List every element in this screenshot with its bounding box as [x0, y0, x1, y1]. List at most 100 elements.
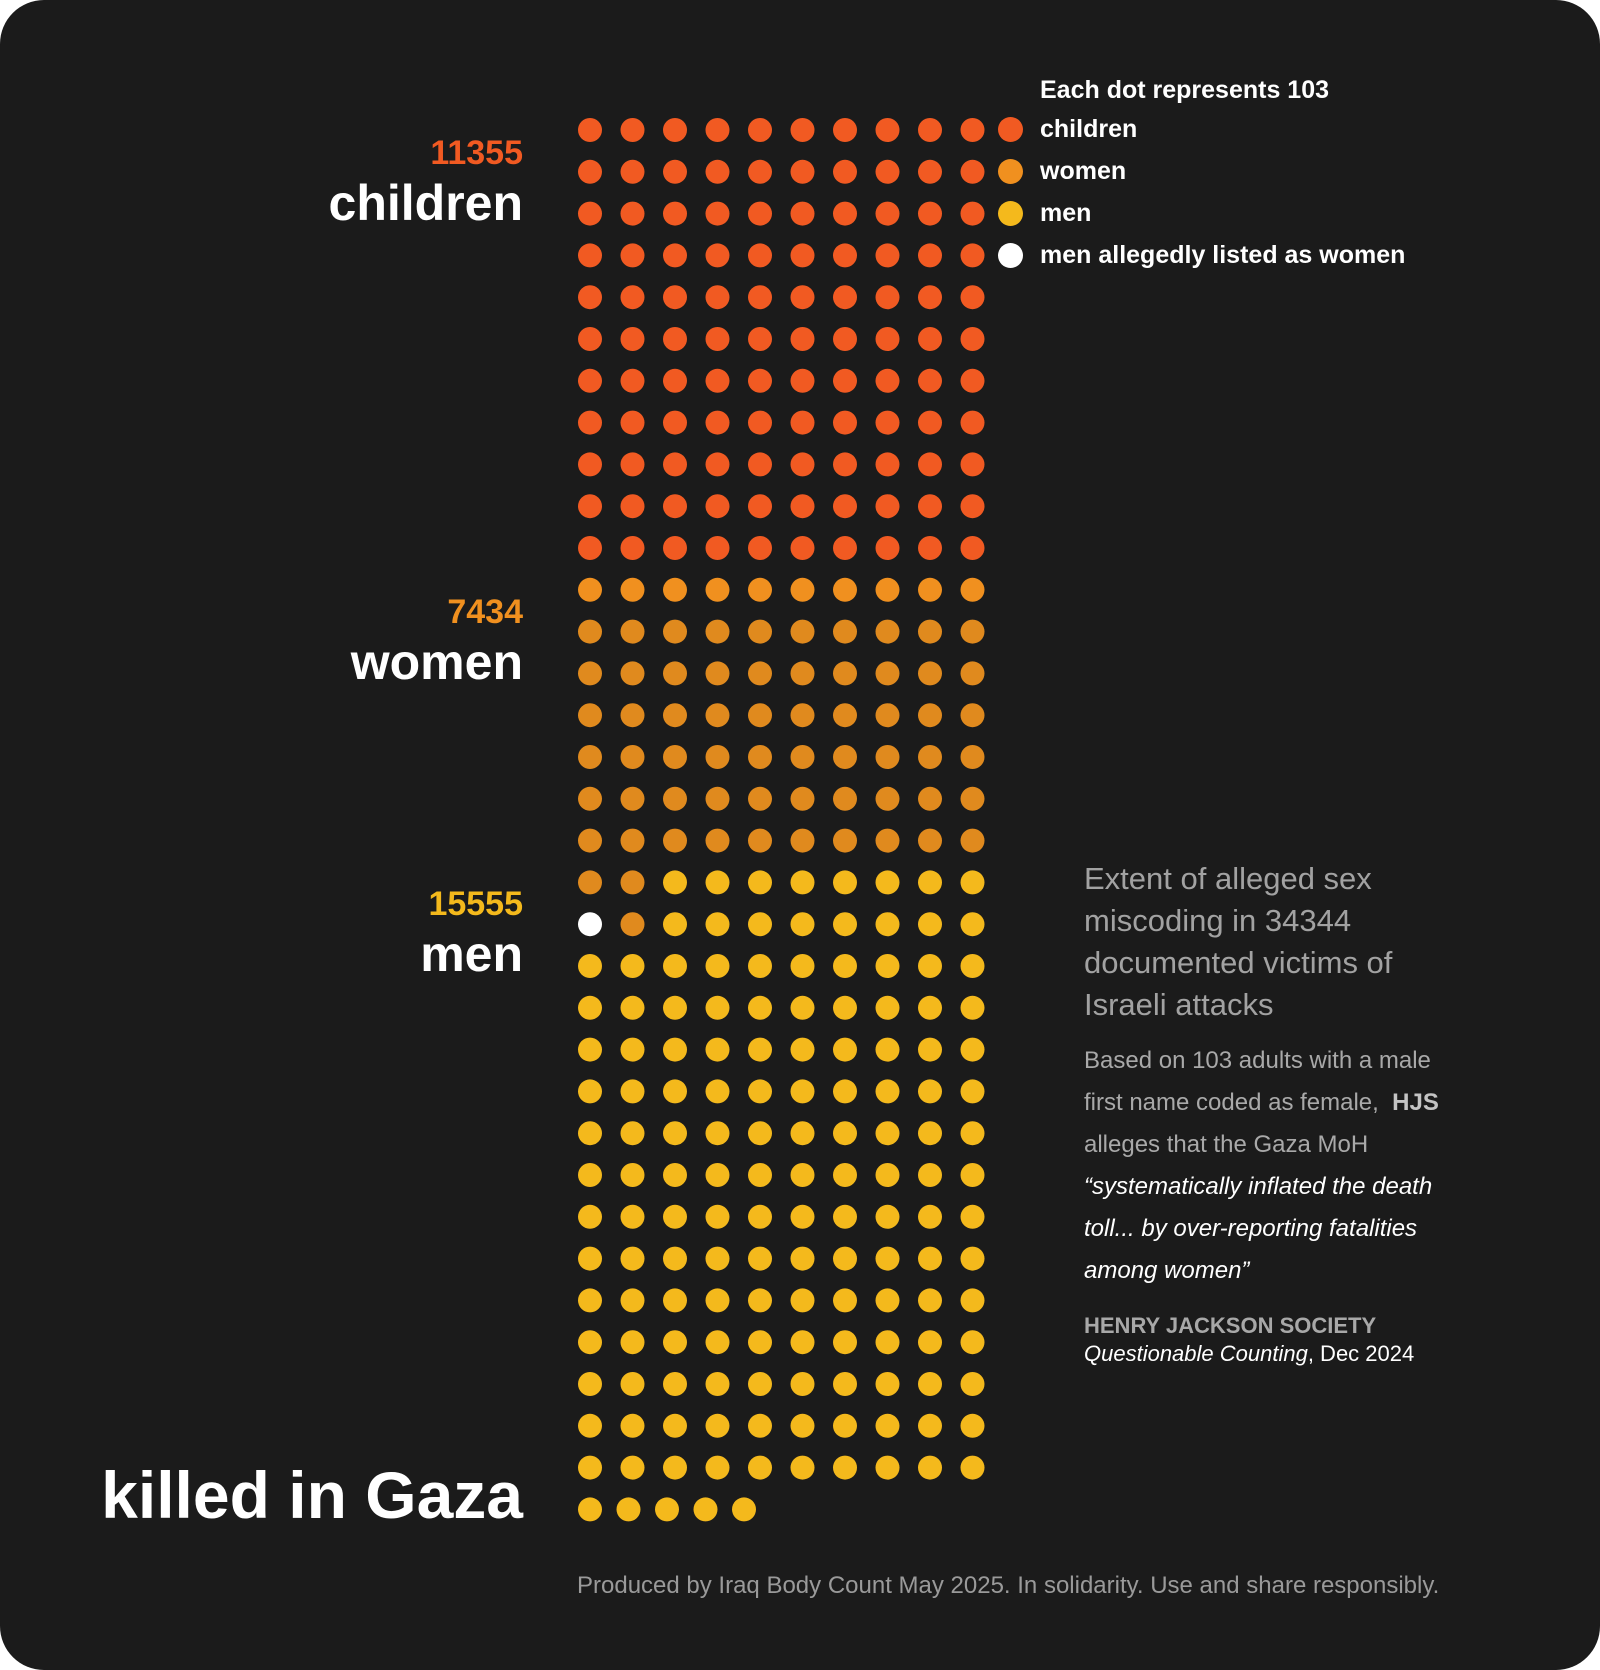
children-dot [748, 118, 772, 142]
legend-swatch-women [998, 159, 1023, 184]
children-dot [620, 536, 645, 560]
annotation-org: HJS [1392, 1089, 1439, 1116]
men-dot [620, 1288, 645, 1313]
children-dot [663, 536, 687, 560]
women-dot [663, 703, 687, 728]
women-dot [790, 661, 815, 686]
legend-swatch-men [998, 201, 1023, 226]
men-dot [918, 1163, 942, 1187]
men-dot [960, 954, 985, 978]
children-dot [875, 201, 900, 226]
women-dot [833, 745, 857, 769]
annotation-source: HENRY JACKSON SOCIETY Questionable Count… [1084, 1312, 1554, 1368]
men-dot [620, 1037, 645, 1062]
men-dot [748, 1246, 772, 1271]
men-dot [918, 1079, 942, 1104]
men-dot [578, 1079, 602, 1104]
men-dot [960, 1330, 985, 1355]
children-dot [833, 327, 857, 351]
women-dot [748, 703, 772, 728]
children-dot [960, 327, 985, 351]
children-dot [748, 494, 772, 519]
men-dot [875, 1079, 900, 1104]
children-dot [705, 243, 730, 268]
men-dot [960, 1037, 985, 1062]
men-dot [833, 995, 857, 1020]
men-dot [578, 1413, 602, 1438]
children-dot [705, 285, 730, 310]
women-name: women [350, 634, 523, 690]
women-dot [790, 577, 815, 602]
legend-label-miscoded: men allegedly listed as women [1040, 241, 1406, 269]
men-dot [620, 1163, 645, 1187]
women-dot [705, 745, 730, 769]
children-dot [960, 536, 985, 560]
men-dot [578, 995, 602, 1020]
men-dot [663, 1413, 687, 1438]
men-dot [620, 1204, 645, 1229]
women-dot [620, 912, 645, 937]
children-dot [578, 118, 602, 142]
children-dot [578, 368, 602, 393]
children-dot [918, 368, 942, 393]
women-dot [960, 745, 985, 769]
children-dot [705, 159, 730, 184]
men-dot [748, 1372, 772, 1396]
women-dot [918, 661, 942, 686]
men-dot [833, 912, 857, 937]
men-dot [732, 1497, 756, 1522]
men-dot [833, 1330, 857, 1355]
women-dot [960, 661, 985, 686]
children-dot [833, 159, 857, 184]
women-dot [578, 577, 602, 602]
men-dot [705, 1079, 730, 1104]
legend-swatch-children [998, 117, 1023, 142]
women-dot [918, 703, 942, 728]
men-dot [790, 1246, 815, 1271]
men-dot [705, 995, 730, 1020]
children-dot [663, 118, 687, 142]
men-dot [663, 1204, 687, 1229]
women-dot [918, 828, 942, 853]
children-dot [578, 410, 602, 435]
children-dot [960, 368, 985, 393]
women-dot [790, 745, 815, 769]
women-dot [875, 577, 900, 602]
children-dot [918, 452, 942, 477]
children-dot [833, 368, 857, 393]
children-dot [620, 494, 645, 519]
women-dot [578, 828, 602, 853]
women-dot [578, 745, 602, 769]
children-dot [620, 368, 645, 393]
children-dot [578, 536, 602, 560]
men-dot [663, 1163, 687, 1187]
women-dot [960, 703, 985, 728]
children-dot [875, 536, 900, 560]
men-dot [705, 1288, 730, 1313]
men-dot [578, 1204, 602, 1229]
men-dot [790, 1079, 815, 1104]
men-dot [620, 1079, 645, 1104]
children-dot [578, 285, 602, 310]
men-dot [578, 1037, 602, 1062]
annotation-heading: Extent of alleged sex miscoding in 34344… [1084, 861, 1393, 1022]
legend-item-men: men [998, 192, 1405, 234]
children-dot [960, 243, 985, 268]
children-dot [578, 243, 602, 268]
children-dot [748, 452, 772, 477]
men-dot [790, 1455, 815, 1480]
children-dot [663, 494, 687, 519]
children-dot [705, 452, 730, 477]
men-dot [693, 1497, 718, 1522]
men-dot [578, 1455, 602, 1480]
women-dot [960, 577, 985, 602]
women-dot [578, 703, 602, 728]
men-dot [918, 870, 942, 895]
children-dot [833, 285, 857, 310]
men-dot [705, 912, 730, 937]
children-dot [790, 285, 815, 310]
women-dot [620, 703, 645, 728]
men-dot [705, 1163, 730, 1187]
children-dot [960, 452, 985, 477]
children-dot [960, 159, 985, 184]
